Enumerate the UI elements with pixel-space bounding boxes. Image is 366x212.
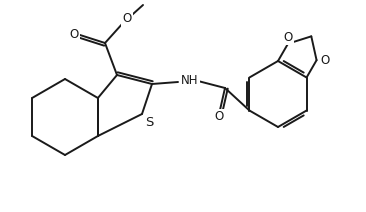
Text: O: O	[70, 28, 79, 40]
Text: O: O	[283, 31, 293, 44]
Text: NH: NH	[181, 74, 199, 86]
Text: S: S	[145, 116, 153, 128]
Text: O: O	[320, 54, 329, 67]
Text: O: O	[122, 13, 132, 25]
Text: O: O	[214, 110, 224, 124]
